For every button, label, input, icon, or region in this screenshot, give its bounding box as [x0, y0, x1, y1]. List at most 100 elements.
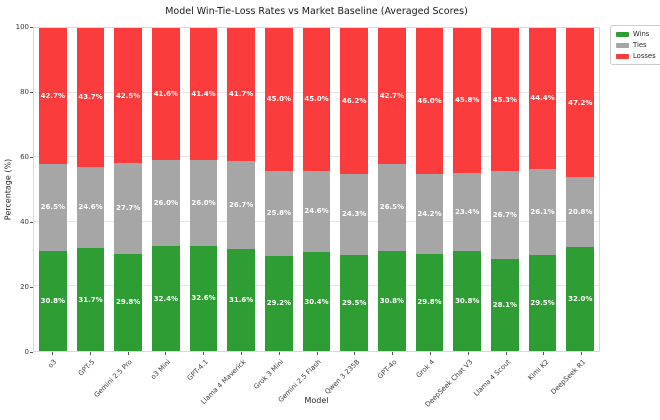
- bar-segment-label: 26.0%: [153, 199, 178, 208]
- bar-segment-wins: 29.5%: [528, 254, 557, 351]
- bar-segment-wins: 30.4%: [302, 252, 331, 351]
- bar-segment-wins: 29.5%: [340, 254, 368, 351]
- bar-segment-wins: 31.6%: [227, 248, 255, 351]
- stacked-bar: 41.4% 26.0% 32.6%: [189, 28, 218, 351]
- x-tick-label: o3: [46, 358, 59, 370]
- bar-segment-losses: 44.4%: [528, 28, 557, 169]
- stacked-bar: 45.0% 24.6% 30.4%: [302, 28, 331, 351]
- bar-segment-label: 45.3%: [492, 95, 518, 104]
- legend-label: Wins: [633, 30, 650, 38]
- bar-segment-label: 45.8%: [455, 96, 480, 105]
- x-tick-mark: [127, 352, 129, 355]
- bar-segment-ties: 26.0%: [189, 159, 218, 246]
- bar-segment-label: 30.8%: [40, 296, 65, 305]
- bar-segment-label: 32.0%: [568, 295, 593, 304]
- bar-segment-label: 25.8%: [266, 209, 291, 218]
- x-tick-label: DeepSeek R1: [549, 358, 588, 396]
- y-tick-mark: [30, 92, 33, 93]
- bar-segment-wins: 30.8%: [39, 250, 67, 351]
- bar-segment-ties: 26.5%: [378, 163, 406, 251]
- bar-segment-label: 30.8%: [379, 296, 405, 305]
- bar-segment-label: 26.0%: [191, 198, 216, 207]
- bar-segment-losses: 42.5%: [114, 28, 142, 164]
- bars-container: 42.7% 26.5% 30.8% 43.7% 24.6% 31.7% 42.5% 27.7%…: [34, 28, 599, 352]
- bar-segment-losses: 45.0%: [302, 28, 331, 171]
- legend-label: Ties: [633, 41, 647, 49]
- bar-segment-label: 31.7%: [78, 295, 103, 304]
- bar-segment-label: 41.7%: [229, 90, 254, 99]
- bar-segment-ties: 24.3%: [340, 174, 368, 255]
- y-tick-mark: [30, 157, 33, 158]
- bar-segment-ties: 26.1%: [528, 168, 557, 255]
- bar-segment-label: 32.4%: [153, 294, 178, 303]
- bar-segment-ties: 27.7%: [114, 163, 142, 254]
- bar-segment-label: 41.6%: [153, 90, 178, 99]
- bar-group: 45.8% 23.4% 30.8%: [448, 28, 486, 351]
- bar-group: 45.0% 24.6% 30.4%: [298, 28, 336, 351]
- bar-segment-wins: 28.1%: [491, 259, 519, 351]
- x-tick-mark: [467, 352, 469, 355]
- bar-segment-label: 26.1%: [530, 207, 555, 216]
- x-tick-mark: [543, 352, 545, 355]
- x-tick-mark: [429, 352, 431, 355]
- x-tick-mark: [278, 352, 280, 355]
- bar-segment-label: 26.7%: [229, 200, 254, 209]
- y-tick-mark: [30, 287, 33, 288]
- x-tick-label: Llama 4 Scout: [472, 358, 513, 398]
- bar-segment-wins: 29.8%: [415, 253, 444, 352]
- bar-segment-label: 43.7%: [78, 93, 103, 102]
- bar-group: 42.7% 26.5% 30.8%: [373, 28, 411, 351]
- stacked-bar: 45.0% 25.8% 29.2%: [265, 28, 293, 351]
- bar-segment-ties: 24.2%: [415, 173, 444, 254]
- bar-segment-label: 45.0%: [304, 95, 329, 104]
- bar-group: 45.0% 25.8% 29.2%: [260, 28, 298, 351]
- bar-segment-label: 45.0%: [266, 95, 291, 104]
- y-tick-label: 0: [24, 348, 29, 356]
- x-tick-mark: [51, 352, 53, 355]
- bar-segment-label: 46.2%: [342, 97, 367, 106]
- bar-segment-wins: 29.2%: [265, 255, 293, 351]
- x-tick-mark: [316, 352, 318, 355]
- chart-title: Model Win-Tie-Loss Rates vs Market Basel…: [165, 6, 468, 17]
- x-tick-label: GPT-4.1: [185, 358, 210, 383]
- bar-segment-wins: 31.7%: [76, 248, 105, 351]
- y-tick-mark: [30, 27, 33, 28]
- bar-segment-label: 30.8%: [455, 296, 480, 305]
- bar-group: 44.4% 26.1% 29.5%: [524, 28, 562, 351]
- bar-group: 42.5% 27.7% 29.8%: [109, 28, 147, 352]
- stacked-bar: 42.7% 26.5% 30.8%: [378, 28, 406, 351]
- x-tick-mark: [203, 352, 205, 355]
- stacked-bar: 42.5% 27.7% 29.8%: [114, 28, 142, 352]
- bar-segment-losses: 46.0%: [415, 28, 444, 174]
- bar-segment-wins: 30.8%: [378, 250, 406, 351]
- x-tick-mark: [165, 352, 167, 355]
- stacked-bar: 42.7% 26.5% 30.8%: [39, 28, 67, 351]
- bar-segment-wins: 32.6%: [189, 245, 218, 351]
- bar-group: 46.0% 24.2% 29.8%: [411, 28, 449, 352]
- bar-segment-wins: 29.8%: [114, 253, 142, 352]
- bar-segment-label: 29.2%: [266, 299, 291, 308]
- bar-segment-label: 42.5%: [116, 91, 141, 100]
- x-axis-label: Model: [304, 396, 329, 405]
- bar-segment-losses: 45.8%: [453, 28, 481, 173]
- bar-segment-ties: 24.6%: [76, 166, 105, 249]
- bar-segment-label: 44.4%: [530, 94, 555, 103]
- stacked-bar: 44.4% 26.1% 29.5%: [528, 28, 557, 351]
- bar-segment-losses: 45.3%: [491, 28, 519, 172]
- bar-group: 42.7% 26.5% 30.8%: [34, 28, 72, 351]
- y-axis-label: Percentage (%): [3, 158, 13, 221]
- y-tick-mark: [30, 352, 33, 353]
- x-tick-label: Qwen 3 235B: [323, 358, 361, 396]
- bar-segment-label: 24.2%: [417, 209, 442, 218]
- y-tick-label: 80: [20, 88, 29, 96]
- x-tick-mark: [392, 352, 394, 355]
- bar-segment-ties: 26.7%: [491, 171, 519, 260]
- bar-segment-losses: 41.6%: [152, 28, 180, 161]
- bar-segment-label: 24.3%: [342, 210, 367, 219]
- bar-segment-label: 26.5%: [40, 203, 65, 212]
- bar-group: 45.3% 26.7% 28.1%: [486, 28, 524, 351]
- legend-item-ties: Ties: [616, 41, 656, 49]
- bar-segment-label: 29.8%: [417, 298, 442, 307]
- bar-segment-label: 23.4%: [455, 207, 480, 216]
- bar-segment-losses: 41.4%: [189, 28, 218, 160]
